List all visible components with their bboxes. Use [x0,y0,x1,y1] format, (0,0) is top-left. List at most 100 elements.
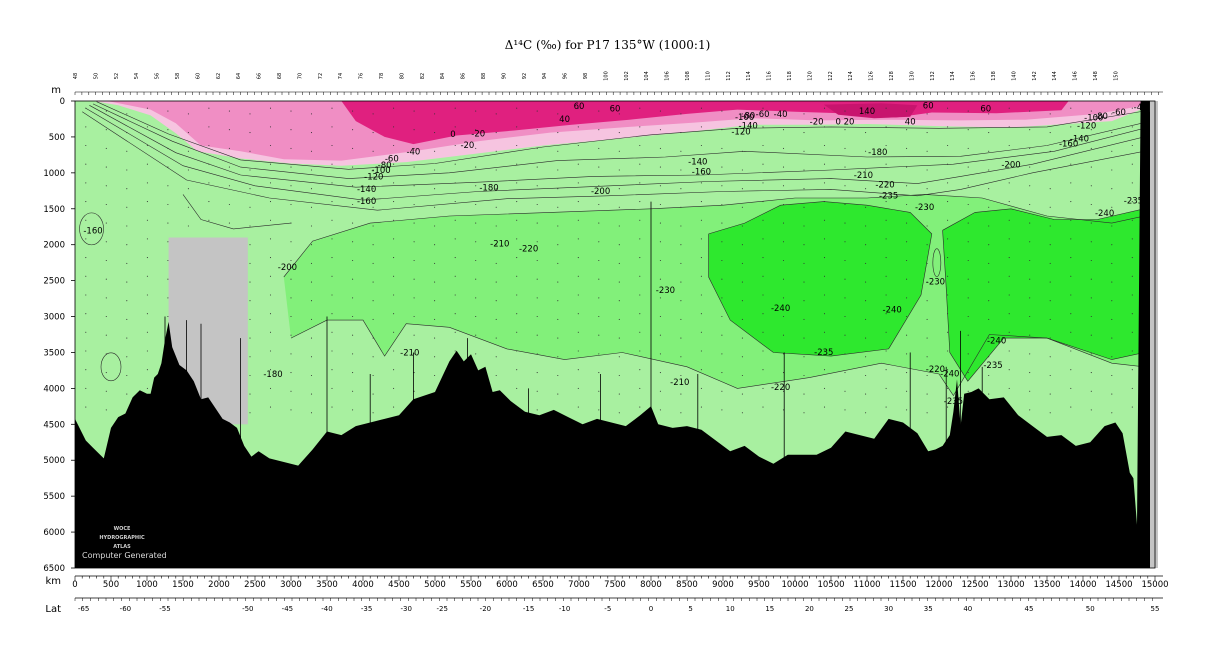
sample-dot [372,412,374,414]
sample-dot [167,278,169,280]
contour-label: 60 [923,101,934,111]
sample-dot [85,331,87,333]
sample-dot [1070,144,1072,147]
sample-dot [1090,203,1092,206]
sample-dot [146,219,148,221]
sample-dot [782,334,785,336]
sample-dot [906,166,908,168]
sample-dot [1131,201,1133,203]
sample-dot [1131,219,1133,221]
sample-dot [167,222,169,224]
sample-dot [906,409,908,411]
sample-dot [639,369,641,371]
sample-dot [967,353,969,355]
sample-dot [823,313,826,315]
sample-dot [1049,281,1051,283]
sample-dot [577,238,579,240]
sample-dot [947,294,949,296]
sample-dot [947,275,949,277]
sample-dot [762,126,764,128]
sample-dot [269,201,272,203]
sample-dot [680,318,682,320]
sample-dot [1008,387,1010,389]
latitude-tick-label: -65 [78,605,89,613]
sample-dot [557,169,559,171]
station-label: 106 [665,71,671,81]
sample-dot [167,110,169,112]
station-label: 124 [848,71,854,81]
sample-dot [536,409,538,411]
sample-dot [947,201,949,203]
sample-dot [803,132,805,134]
sample-dot [926,262,928,264]
sample-dot [331,294,333,296]
sample-dot [475,334,477,336]
sample-dot [393,238,395,240]
station-label: 150 [1113,71,1119,81]
sample-dot [803,206,805,208]
station-label: 128 [889,71,895,81]
sample-dot [126,262,128,264]
sample-dot [516,163,518,165]
sample-dot [680,132,682,134]
sample-dot [126,318,128,320]
sample-dot [310,281,313,283]
sample-dot [495,169,497,171]
sample-dot [926,412,928,414]
sample-dot [372,393,374,395]
sample-dot [823,201,826,203]
sample-dot [1090,409,1092,411]
sample-dot [577,294,579,296]
sample-dot [967,166,969,168]
sample-dot [1090,297,1092,299]
sample-dot [823,107,826,109]
sample-dot [803,318,805,320]
sample-dot [639,163,641,165]
sample-dot [249,113,251,115]
contour-label: -200 [278,263,297,273]
sample-dot [105,203,107,206]
contour-label: -160 [692,168,711,178]
sample-dot [1049,225,1051,227]
sample-dot [352,278,354,280]
sample-dot [988,356,990,358]
sample-dot [105,259,107,262]
sample-dot [926,150,928,152]
sample-dot [536,353,538,355]
sample-dot [721,372,723,374]
sample-dot [557,206,559,208]
latitude-tick-label: 15 [765,605,774,613]
sample-dot [454,182,456,184]
sample-dot [721,297,723,299]
sample-dot [680,281,682,283]
sample-dot [187,132,189,134]
sample-dot [659,297,661,299]
sample-dot [536,222,538,224]
sample-dot [146,369,148,371]
sample-dot [434,262,436,264]
sample-dot [1111,132,1113,134]
depth-tick-label: 3500 [43,348,65,358]
sample-dot [700,406,702,408]
sample-dot [639,201,641,203]
distance-tick-label: 1000 [136,580,158,590]
sample-dot [1049,300,1051,302]
sample-dot [844,241,846,243]
contour-label: -40 [406,147,420,157]
sample-dot [865,337,867,339]
sample-dot [885,257,887,259]
sample-dot [1090,334,1092,336]
sample-dot [495,356,497,358]
sample-dot [639,406,641,408]
sample-dot [598,166,600,168]
sample-dot [988,244,990,246]
contour-label: -230 [926,277,945,287]
station-label: 132 [930,71,936,81]
contour-label: -200 [591,187,610,197]
sample-dot [1131,350,1133,352]
station-axis: 48 50 52 54 56 58 60 62 64 66 68 70 72 74 76 78 80 82 84 86… [73,71,1163,95]
sample-dot [926,374,928,377]
sample-dot [269,144,272,147]
depth-axis: m0 500 1000 1500 2000 2500 3000 3500 4000 4500 500… [43,85,75,574]
sample-dot [721,185,723,187]
